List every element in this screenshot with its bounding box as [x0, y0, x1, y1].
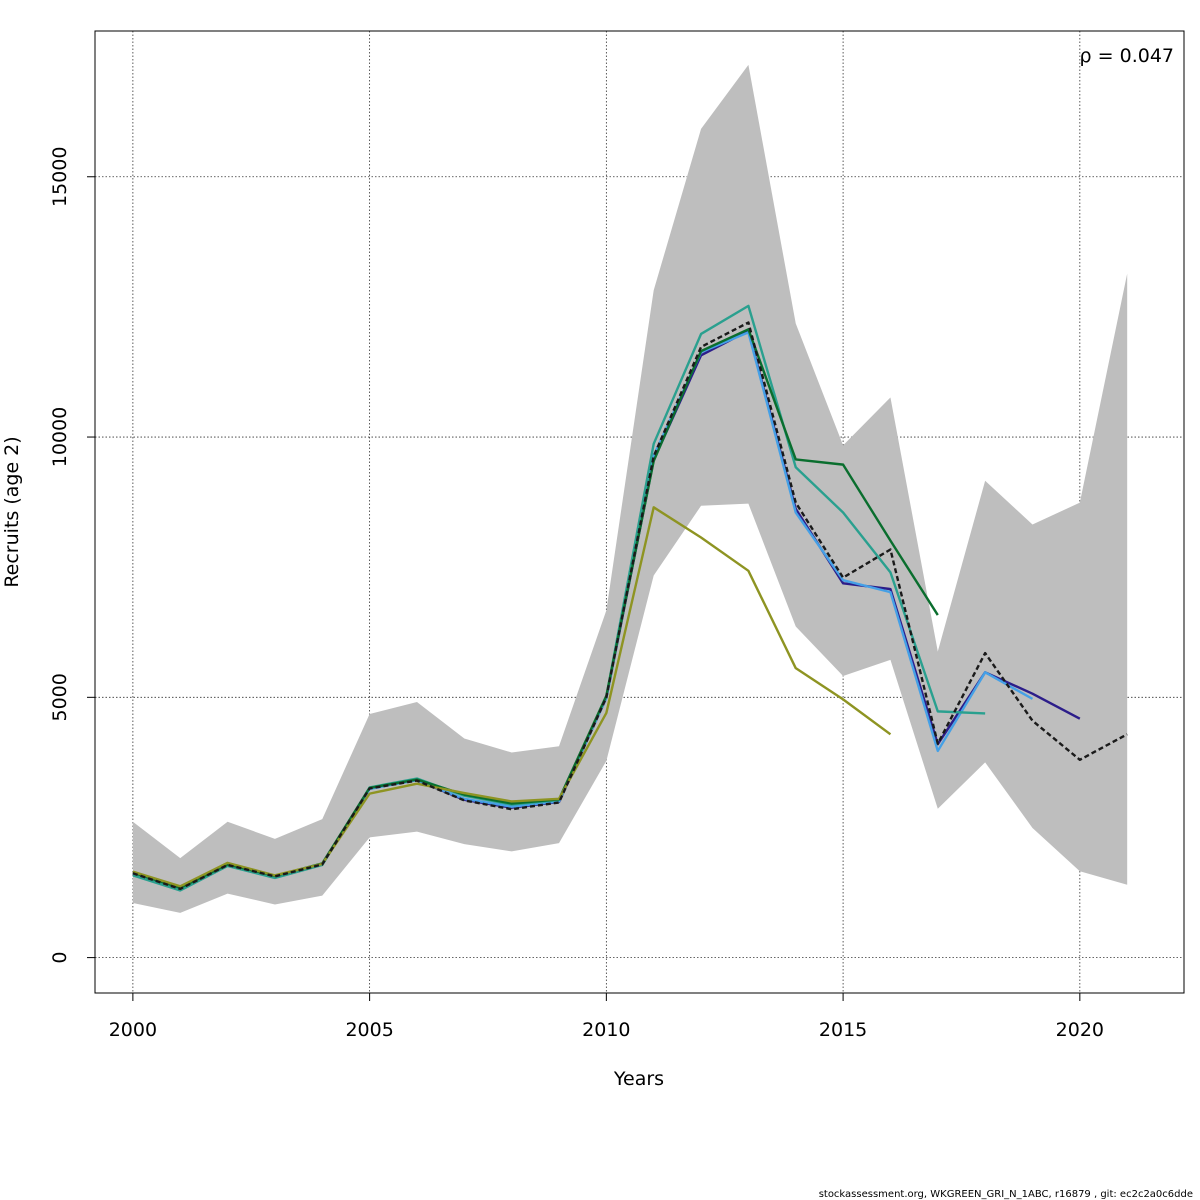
x-tick-label: 2020	[1056, 1019, 1104, 1041]
footer-note: stockassessment.org, WKGREEN_GRI_N_1ABC,…	[819, 1189, 1193, 1200]
series-line-1	[132, 321, 1128, 891]
y-tick-label: 0	[49, 952, 71, 964]
x-axis-label: Years	[613, 1068, 664, 1090]
x-tick-label: 2005	[345, 1019, 393, 1041]
x-tick-label: 2015	[819, 1019, 867, 1041]
x-tick-label: 2000	[109, 1019, 157, 1041]
series-line-6	[132, 506, 892, 888]
confidence-band-group	[132, 64, 1128, 913]
y-tick-label: 5000	[49, 673, 71, 721]
x-tick-label: 2010	[582, 1019, 630, 1041]
x-axis: 2000 2005 2010 2015 2020	[109, 992, 1104, 1041]
y-axis-label: Recruits (age 2)	[1, 436, 23, 587]
rho-annotation: ρ = 0.047	[1080, 45, 1174, 67]
y-tick-label: 10000	[49, 407, 71, 467]
series-group	[132, 304, 1128, 892]
confidence-band	[132, 64, 1128, 913]
y-tick-label: 15000	[49, 147, 71, 207]
y-axis: 0 5000 10000 15000	[49, 147, 96, 964]
